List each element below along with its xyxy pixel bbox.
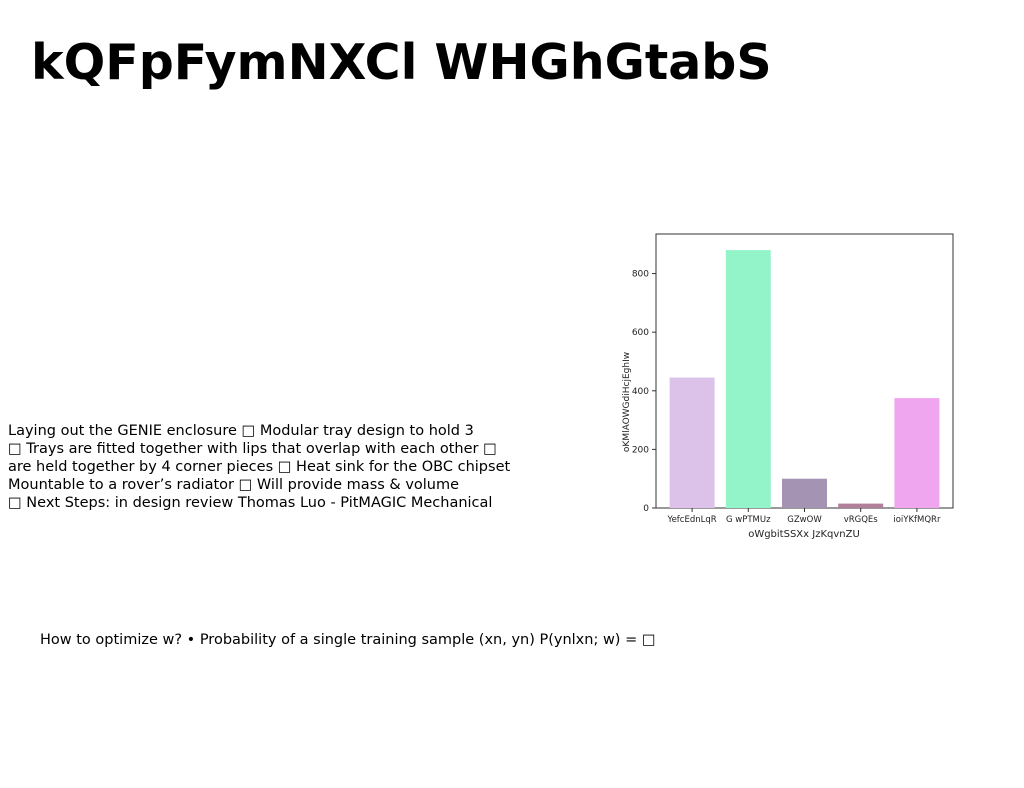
body-line: Mountable to a rover’s radiator □ Will p…: [8, 477, 460, 493]
bar: [782, 478, 827, 508]
y-tick-label: 400: [632, 387, 649, 397]
slide-footer: How to optimize w? • Probability of a si…: [40, 632, 656, 648]
body-line: are held together by 4 corner pieces □ H…: [8, 459, 511, 475]
y-axis-label: oKMlAOWGdiHcjEghIw: [622, 352, 632, 452]
bar: [725, 250, 771, 508]
slide-body: Laying out the GENIE enclosure □ Modular…: [8, 422, 511, 512]
x-tick-label: GZwOW: [787, 515, 822, 525]
bar-chart: 0 200 400 600 800 YefcEdnLqR G wPTMUz GZwOW vRGQ…: [622, 233, 954, 540]
bar: [838, 503, 884, 508]
body-line: Laying out the GENIE enclosure □ Modular…: [8, 423, 474, 439]
bar: [669, 377, 715, 508]
x-axis-label: oWgbitSSXx JzKqvnZU: [748, 529, 860, 540]
body-line: □ Trays are fitted together with lips th…: [8, 441, 497, 457]
y-tick-label: 0: [643, 504, 649, 514]
bar: [894, 398, 940, 508]
x-tick-label: G wPTMUz: [726, 515, 771, 525]
y-tick-label: 800: [632, 270, 649, 280]
y-tick-label: 600: [632, 328, 649, 338]
slide-title: kQFpFymNXCl WHGhGtabS: [31, 34, 772, 91]
x-tick-label: YefcEdnLqR: [667, 515, 717, 525]
x-tick-label: ioiYKfMQRr: [893, 515, 941, 525]
x-tick-label: vRGQEs: [844, 515, 879, 525]
y-tick-label: 200: [632, 445, 649, 455]
body-line: □ Next Steps: in design review Thomas Lu…: [8, 495, 493, 511]
